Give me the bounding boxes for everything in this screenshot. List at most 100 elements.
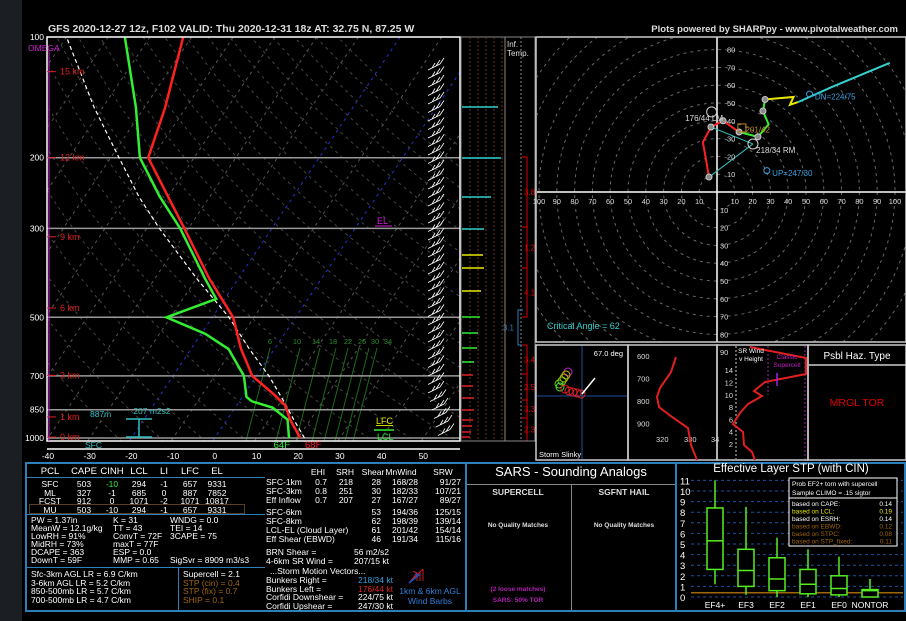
dry-adiabat [272, 37, 460, 210]
kinematics-row-label: SFC-3km [266, 486, 302, 496]
hodo-axis-label: 70 [588, 197, 596, 206]
temperature-tick: 30 [335, 451, 345, 461]
thermo-cell: 1071 [180, 496, 200, 506]
thermo-index: PW = 1.37in [31, 515, 78, 525]
inf-temp-value: 2.5 [524, 383, 536, 392]
thermo-index: maxT = 77F [113, 539, 159, 549]
wind-barb [427, 346, 445, 360]
thermo-index: LowRH = 91% [31, 531, 86, 541]
lm-marker [706, 106, 718, 118]
dry-adiabat [99, 37, 460, 393]
skewt-plot [47, 37, 460, 441]
prob-label: based on ESRH: [792, 516, 841, 523]
dry-adiabat [77, 37, 460, 418]
thermo-header: CAPE [71, 466, 97, 477]
inf-temp-value: 3.1 [503, 324, 515, 333]
height-label: 12 km [60, 153, 85, 163]
thermo-header: EL [211, 466, 223, 477]
hodo-axis-label: 90 [873, 197, 881, 206]
wind-barb [427, 278, 445, 292]
height-label: 15 km [60, 67, 85, 77]
wind-barb [427, 66, 445, 79]
dry-adiabat [229, 37, 460, 253]
mixing-ratio-label: 26 [358, 337, 366, 346]
mixing-ratio-label: 18 [329, 337, 337, 346]
inflow-vector [708, 143, 754, 178]
wind-barb [427, 74, 445, 88]
thermo-index: SigSvr = 8909 m3/s3 [170, 555, 250, 565]
stp-box [799, 568, 817, 595]
stp-category-label: NONTOR [852, 600, 889, 610]
sfc-dewpoint-label: 64F [274, 440, 291, 451]
wind-barb [427, 193, 445, 207]
mixing-ratio-line [275, 347, 301, 441]
kinematics-header: EHI [310, 467, 326, 477]
critical-angle-label: Critical Angle = 62 [547, 321, 620, 331]
mixing-ratio-line [245, 347, 271, 441]
barb-caption: Wind Barbs [408, 596, 452, 606]
pressure-label: 850 [30, 405, 44, 415]
mixing-ratio-line [323, 347, 349, 441]
thermo-header: LI [160, 466, 168, 477]
sars-hail-header: SGFNT HAIL [598, 487, 650, 497]
thermo-index: MeanW = 12.1g/kg [31, 523, 103, 533]
stp-y-label: 5 [680, 540, 685, 551]
credit-text: Plots powered by SHARPpy - www.pivotalwe… [651, 24, 898, 35]
thermo-index: DCAPE = 363 [31, 547, 85, 557]
pressure-label: 300 [30, 223, 44, 233]
sr-wind-trace [731, 346, 807, 461]
isotherm [128, 37, 401, 441]
wind-barb [427, 363, 445, 377]
thermo-index: ConvT = 72F [113, 531, 163, 541]
wind-barb [427, 91, 445, 105]
height-marker [754, 133, 762, 141]
kinematics-cell: 89/27 [439, 495, 461, 505]
temperature-tick: -10 [167, 451, 180, 461]
kinematics-header: Shear [361, 467, 385, 477]
stp-box [737, 548, 755, 588]
theta-e-t-label: 320 [656, 435, 669, 444]
lfc-label: LFC [376, 416, 394, 426]
hodo-axis-label: 50 [624, 197, 632, 206]
hazard-title: Psbl Haz. Type [823, 351, 891, 362]
lapse-rate: 850-500mb LR = 5.7 C/km [31, 586, 131, 596]
sr-wind-tick: 10 [725, 391, 733, 400]
isotherm [253, 133, 460, 441]
composite-index: SHIP = 0.1 [183, 594, 225, 605]
dry-adiabat [47, 232, 248, 441]
slinky-angle: 67.0 deg [594, 349, 623, 358]
sars-title: SARS - Sounding Analogs [495, 464, 647, 479]
temperature-tick: -40 [42, 451, 55, 461]
classic-supercell-label: Classic Supercell [773, 354, 801, 369]
wind-barb [433, 406, 451, 419]
slinky-ring [572, 388, 582, 398]
hodo-ring-label: 30 [727, 135, 735, 144]
hodo-lower-label: 70 [720, 313, 728, 322]
kinematics-cell: 218 [338, 477, 353, 487]
stp-y-label: 2 [680, 572, 685, 583]
stp-y-label: 7 [680, 519, 685, 530]
height-label: 6 km [60, 303, 80, 313]
prob-title: Sample CLIMO = .15 sigtor [792, 490, 871, 497]
kinematics-cell: 107/21 [435, 486, 461, 496]
thermo-header: CINH [100, 466, 124, 477]
stp-y-label: 0 [680, 593, 685, 604]
eff-inflow-bracket [126, 418, 152, 438]
wind-barb [427, 270, 445, 283]
wind-barb [427, 168, 445, 181]
lapse-rate: Sfc-3km AGL LR = 6.9 C/km [31, 569, 138, 579]
kinematics-cell: 154/14 [435, 525, 461, 535]
rm-label: 218/34 RM [756, 146, 795, 155]
brn-value: 56 m2/s2 [354, 547, 389, 557]
wind-barb [427, 57, 445, 71]
rm-marker [747, 138, 759, 150]
thermo-cell: 1071 [129, 496, 149, 506]
hodo-ring-label: 60 [727, 81, 735, 90]
kinematics-cell: 194/36 [392, 507, 418, 517]
thermo-cell: FCST [38, 496, 62, 506]
pressure-label: 1000 [25, 433, 44, 443]
thermo-cell: 0 [161, 487, 167, 498]
hodo-axis-label: 10 [731, 197, 739, 206]
thermo-index: ESP = 0.0 [113, 547, 152, 557]
thermo-cell: 657 [182, 504, 198, 515]
